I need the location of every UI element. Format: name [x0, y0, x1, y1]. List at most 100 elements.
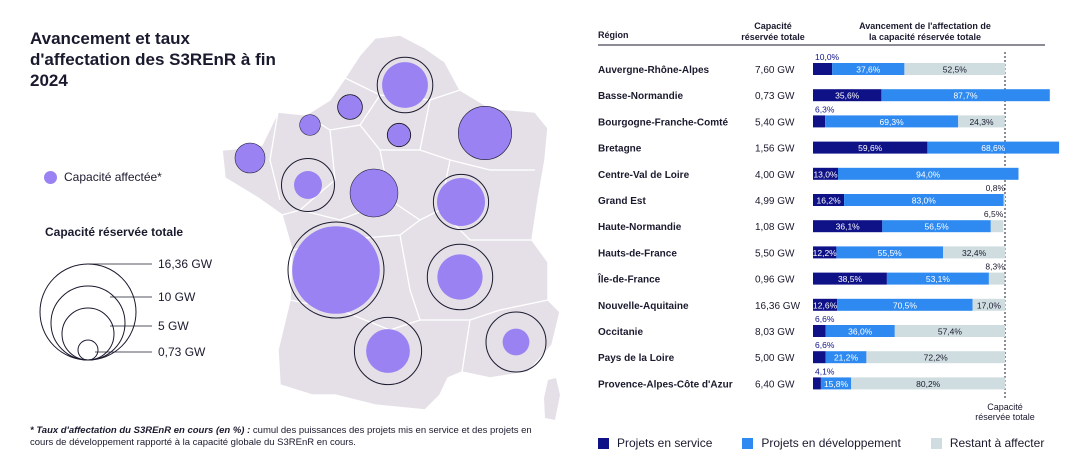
row-capacity-value: 4,99 GW: [755, 196, 795, 207]
capacity-circle-nouvelle-aquitaine: [287, 221, 385, 319]
affected-legend-label: Capacité affectée*: [64, 170, 162, 184]
table-row: Occitanie 8,03 GW 6,6% 36,0% 57,4%: [598, 314, 1005, 338]
affected-bubble-ile-de-france: [387, 123, 411, 147]
bar-label-dev: 37,6%: [856, 65, 881, 75]
bar-service: [813, 351, 826, 364]
row-capacity-value: 5,50 GW: [755, 248, 795, 259]
bar-label-service: 16,2%: [817, 196, 842, 206]
capacity-circle-provence-alpes-cote-d-azur: [485, 311, 547, 373]
header-progress-line1: Avancement de l'affectation de: [859, 21, 991, 31]
table-row: Grand Est 4,99 GW 16,2% 83,0% 0,8%: [598, 183, 1005, 207]
bar-label-service: 10,0%: [815, 52, 840, 62]
row-region-label: Bretagne: [598, 144, 642, 155]
bar-label-dev: 87,7%: [953, 91, 978, 101]
row-region-label: Pays de la Loire: [598, 353, 675, 364]
row-region-label: Grand Est: [598, 196, 646, 207]
bar-service: [813, 298, 838, 311]
capacity-legend-title: Capacité réservée totale: [45, 225, 184, 239]
bar-label-dev: 36,0%: [848, 327, 873, 337]
bar-rest: [972, 298, 1006, 311]
bar-rest: [988, 272, 1005, 285]
size-circle-0-73: [77, 339, 99, 361]
table-row: Pays de la Loire 5,00 GW 6,6% 21,2% 72,2%: [598, 340, 1005, 364]
header-region: Région: [598, 30, 629, 40]
bar-rest: [958, 115, 1005, 128]
corsica-outline: [544, 378, 560, 420]
bar-dev: [836, 246, 943, 259]
affected-bubble-pays-de-la-loire: [294, 171, 322, 199]
bar-dev: [825, 115, 959, 128]
affected-bubble-hauts-de-france: [382, 62, 428, 108]
bar-dev: [837, 298, 973, 311]
bar-service: [813, 167, 838, 180]
capacity-size-legend: 16,36 GW 10 GW 5 GW 0,73 GW: [39, 257, 213, 361]
legend-item-rest: Restant à affecter: [930, 436, 1044, 450]
legend-swatch-service: [598, 437, 609, 449]
bar-label-rest: 6,5%: [984, 209, 1004, 219]
row-region-label: Basse-Normandie: [598, 91, 683, 102]
reference-label-line2: réservée totale: [975, 412, 1035, 422]
bar-label-service: 38,5%: [838, 274, 863, 284]
row-capacity-value: 8,03 GW: [755, 327, 795, 338]
capacity-circle-auvergne-rhone-alpes: [426, 243, 494, 311]
bar-dev: [820, 377, 852, 390]
bar-label-rest: 32,4%: [962, 248, 987, 258]
bar-dev: [825, 351, 867, 364]
bar-label-service: 13,0%: [813, 169, 838, 179]
affected-bubble-auvergne-rhone-alpes: [437, 254, 483, 300]
capacity-circle-grand-est: [458, 106, 512, 160]
bar-label-service: 4,1%: [815, 366, 835, 376]
row-region-label: Bourgogne-Franche-Comté: [598, 117, 728, 128]
bar-service: [813, 220, 883, 233]
bar-rest: [894, 325, 1005, 337]
affected-bubble-centre-val-de-loire: [350, 169, 398, 217]
bar-label-dev: 56,5%: [925, 222, 950, 232]
row-region-label: Haute-Normandie: [598, 222, 682, 233]
header-capacity-line2: réservée totale: [741, 32, 805, 42]
bar-service: [813, 272, 887, 285]
bar-rest: [990, 220, 1004, 233]
bar-rest: [1003, 194, 1005, 206]
bar-label-service: 59,6%: [858, 143, 883, 153]
table-row: Bourgogne-Franche-Comté 5,40 GW 6,3% 69,3% 2…: [598, 104, 1005, 128]
capacity-circle-haute-normandie: [337, 94, 363, 120]
table-row: Bretagne 1,56 GW 59,6% 68,6%: [598, 141, 1060, 155]
bar-label-rest: 72,2%: [924, 353, 949, 363]
footnote: * Taux d'affectation du S3REnR en cours …: [30, 425, 550, 449]
table-row: Basse-Normandie 0,73 GW 35,6% 87,7%: [598, 89, 1050, 102]
row-capacity-value: 5,00 GW: [755, 353, 795, 364]
bar-rest: [904, 63, 1006, 75]
series-legend: Projets en service Projets en développem…: [598, 436, 1074, 450]
bar-label-service: 12,6%: [813, 300, 838, 310]
bar-label-rest: 8,3%: [985, 262, 1005, 272]
bar-label-rest: 17,0%: [977, 300, 1002, 310]
bar-label-service: 6,6%: [815, 340, 835, 350]
bar-label-dev: 94,0%: [916, 169, 941, 179]
row-capacity-value: 5,40 GW: [755, 117, 795, 128]
affected-bubble-nouvelle-aquitaine: [292, 226, 380, 314]
bar-label-dev: 55,5%: [878, 248, 903, 258]
bar-dev: [927, 141, 1060, 154]
table-row: Île-de-France 0,96 GW 38,5% 53,1% 8,3%: [597, 262, 1005, 286]
row-capacity-value: 6,40 GW: [755, 379, 795, 390]
row-region-label: Hauts-de-France: [598, 248, 677, 259]
table-row: Nouvelle-Aquitaine 16,36 GW 12,6% 70,5% 17,0…: [598, 298, 1006, 312]
bar-label-rest: 52,5%: [943, 65, 968, 75]
table-row: Centre-Val de Loire 4,00 GW 13,0% 94,0%: [598, 167, 1019, 181]
capacity-circle-occitanie: [353, 316, 423, 386]
bar-label-dev: 21,2%: [834, 353, 859, 363]
bar-service: [813, 194, 845, 206]
size-label-2: 10 GW: [158, 290, 196, 304]
legend-item-dev: Projets en développement: [742, 436, 901, 450]
bar-service: [813, 115, 826, 128]
row-region-label: Centre-Val de Loire: [598, 170, 690, 181]
row-capacity-value: 7,60 GW: [755, 65, 795, 76]
bar-dev: [825, 325, 895, 337]
row-capacity-value: 4,00 GW: [755, 170, 795, 181]
bar-label-service: 12,2%: [813, 248, 838, 258]
affected-bubble-occitanie: [366, 329, 410, 373]
affected-bubble-provence-alpes-cote-d-azur: [502, 328, 530, 356]
table-row: Provence-Alpes-Côte d'Azur 6,40 GW 4,1% 15,…: [598, 366, 1006, 390]
size-label-1: 16,36 GW: [158, 257, 213, 271]
legend-swatch-rest: [930, 437, 942, 449]
